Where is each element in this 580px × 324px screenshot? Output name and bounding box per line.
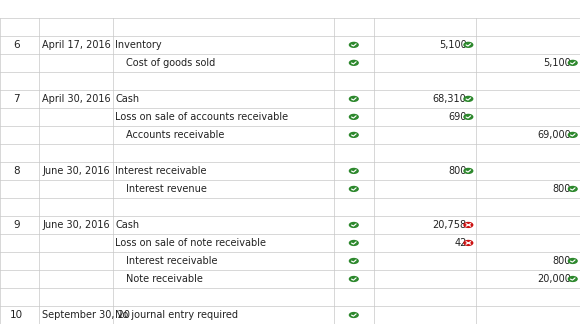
Text: 20,000: 20,000	[537, 274, 571, 284]
Text: 800: 800	[448, 166, 466, 176]
Text: Loss on sale of note receivable: Loss on sale of note receivable	[115, 238, 266, 248]
Text: 20,758: 20,758	[433, 220, 466, 230]
Circle shape	[568, 277, 577, 282]
Circle shape	[568, 133, 577, 137]
Text: 5,100: 5,100	[543, 58, 571, 68]
Circle shape	[464, 168, 473, 173]
Circle shape	[568, 60, 577, 65]
Text: 69,000: 69,000	[537, 130, 571, 140]
Text: 8: 8	[13, 166, 20, 176]
Text: 6: 6	[13, 40, 20, 50]
Text: Interest revenue: Interest revenue	[126, 184, 206, 194]
Text: Cost of goods sold: Cost of goods sold	[126, 58, 215, 68]
Circle shape	[464, 223, 473, 227]
Text: 800: 800	[553, 184, 571, 194]
Circle shape	[349, 223, 358, 227]
Circle shape	[349, 187, 358, 191]
Circle shape	[464, 240, 473, 245]
Circle shape	[349, 97, 358, 101]
Circle shape	[568, 187, 577, 191]
Text: 9: 9	[13, 220, 20, 230]
Text: Cash: Cash	[115, 220, 140, 230]
Text: 10: 10	[10, 310, 23, 320]
Text: 5,100: 5,100	[439, 40, 466, 50]
Circle shape	[349, 114, 358, 119]
Text: 800: 800	[553, 256, 571, 266]
Circle shape	[349, 259, 358, 263]
Text: 7: 7	[13, 94, 20, 104]
Circle shape	[349, 240, 358, 245]
Circle shape	[464, 42, 473, 47]
Text: Interest receivable: Interest receivable	[126, 256, 218, 266]
Text: Inventory: Inventory	[115, 40, 162, 50]
Circle shape	[464, 114, 473, 119]
Text: Cash: Cash	[115, 94, 140, 104]
Circle shape	[349, 168, 358, 173]
Text: June 30, 2016: June 30, 2016	[42, 166, 110, 176]
Circle shape	[568, 259, 577, 263]
Circle shape	[349, 313, 358, 318]
Text: 690: 690	[448, 112, 466, 122]
Text: April 17, 2016: April 17, 2016	[42, 40, 111, 50]
Text: Note receivable: Note receivable	[126, 274, 203, 284]
Circle shape	[349, 42, 358, 47]
Circle shape	[464, 97, 473, 101]
Text: April 30, 2016: April 30, 2016	[42, 94, 111, 104]
Text: Loss on sale of accounts receivable: Loss on sale of accounts receivable	[115, 112, 288, 122]
Text: June 30, 2016: June 30, 2016	[42, 220, 110, 230]
Text: 68,310: 68,310	[433, 94, 466, 104]
Text: No journal entry required: No journal entry required	[115, 310, 238, 320]
Text: 42: 42	[454, 238, 466, 248]
Circle shape	[349, 60, 358, 65]
Circle shape	[349, 133, 358, 137]
Text: Interest receivable: Interest receivable	[115, 166, 207, 176]
Text: Accounts receivable: Accounts receivable	[126, 130, 224, 140]
Circle shape	[349, 277, 358, 282]
Text: September 30, 20: September 30, 20	[42, 310, 130, 320]
